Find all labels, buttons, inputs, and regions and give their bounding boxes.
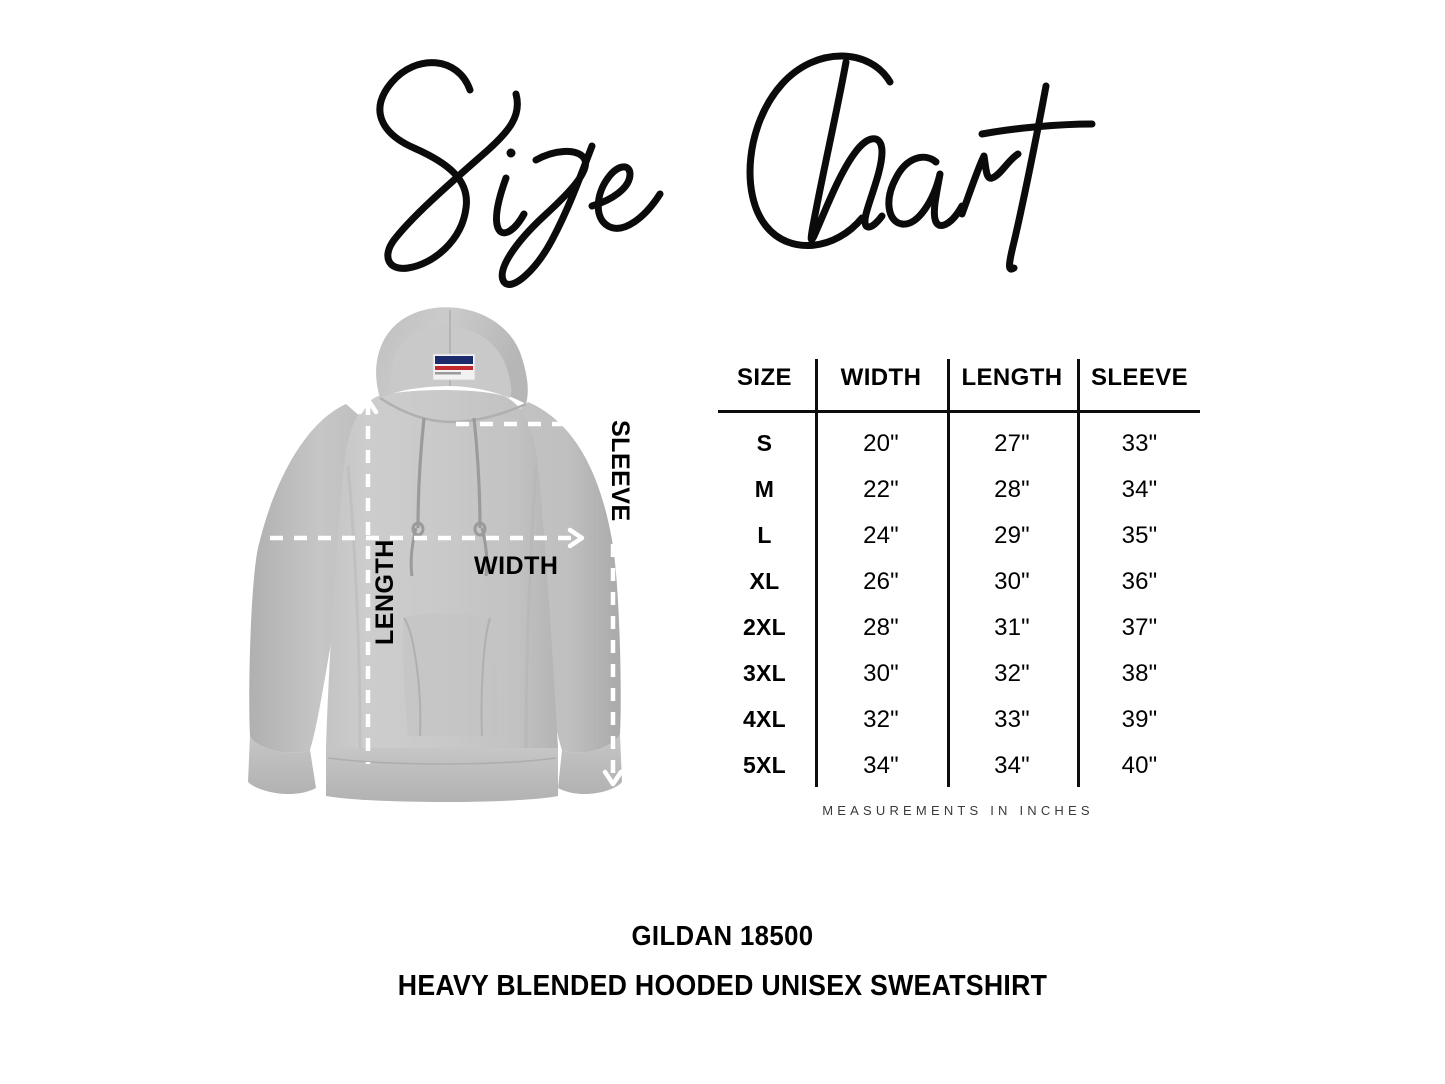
- row-length: 30": [994, 568, 1030, 595]
- row-length: 27": [994, 430, 1030, 457]
- row-length: 32": [994, 660, 1030, 687]
- table-divider-1: [815, 359, 818, 787]
- row-size: 5XL: [742, 752, 787, 778]
- product-code: GILDAN 18500: [631, 920, 814, 951]
- bottom-hem: [326, 748, 558, 802]
- row-length: 29": [994, 522, 1030, 549]
- row-width: 32": [863, 706, 899, 733]
- row-width: 34": [863, 752, 899, 779]
- width-measure-label: WIDTH: [474, 552, 559, 580]
- row-width: 30": [863, 660, 899, 687]
- product-info: GILDAN 18500 HEAVY BLENDED HOODED UNISEX…: [0, 920, 1445, 1003]
- row-width: 22": [863, 476, 899, 503]
- row-width: 26": [863, 568, 899, 595]
- table-row: 5XL 34" 34" 40": [714, 752, 1202, 780]
- table-row: L 24" 29" 35": [714, 522, 1202, 550]
- page-title: Size Chart: [330, 28, 1120, 293]
- row-size: S: [756, 430, 773, 456]
- size-table: SIZE WIDTH LENGTH SLEEVE S 20" 27" 33" M…: [714, 356, 1202, 790]
- cuff-left: [248, 736, 316, 795]
- sleeve-arrow-down: [602, 769, 624, 787]
- hoodie-body: [326, 390, 558, 748]
- row-width: 28": [863, 614, 899, 641]
- table-divider-2: [947, 359, 950, 787]
- cuff-right: [558, 734, 622, 795]
- row-length: 33": [994, 706, 1030, 733]
- table-divider-3: [1077, 359, 1080, 787]
- table-header-rule: [718, 410, 1200, 413]
- row-length: 31": [994, 614, 1030, 641]
- header-size: SIZE: [737, 364, 792, 391]
- drawstring-left: [416, 417, 426, 529]
- table-grid: SIZE WIDTH LENGTH SLEEVE S 20" 27" 33" M…: [714, 356, 1202, 790]
- row-length: 28": [994, 476, 1030, 503]
- header-width: WIDTH: [840, 364, 922, 391]
- row-size: 4XL: [742, 706, 787, 732]
- drawstring-right: [472, 417, 482, 529]
- row-size: XL: [749, 568, 780, 594]
- neckline: [379, 396, 527, 424]
- hoodie-illustration: [228, 296, 668, 826]
- row-sleeve: 40": [1121, 752, 1158, 779]
- row-sleeve: 38": [1121, 660, 1158, 687]
- row-size: L: [757, 522, 772, 548]
- table-header-row: SIZE WIDTH LENGTH SLEEVE: [714, 364, 1202, 392]
- row-sleeve: 39": [1121, 706, 1158, 733]
- measurement-units-note: MEASUREMENTS IN INCHES: [822, 803, 1094, 818]
- table-row: XL 26" 30" 36": [714, 568, 1202, 596]
- length-arrow-up: [357, 397, 379, 415]
- table-row: 3XL 30" 32" 38": [714, 660, 1202, 688]
- row-size: 3XL: [742, 660, 787, 686]
- length-measure-label: LENGTH: [371, 539, 399, 645]
- row-sleeve: 33": [1121, 430, 1158, 457]
- table-row: 2XL 28" 31" 37": [714, 614, 1202, 642]
- table-row: S 20" 27" 33": [714, 430, 1202, 458]
- row-sleeve: 36": [1121, 568, 1158, 595]
- brand-neck-label: [432, 353, 476, 381]
- row-size: M: [754, 476, 775, 502]
- width-arrow-right: [567, 527, 585, 549]
- row-length: 34": [994, 752, 1030, 779]
- row-width: 24": [863, 522, 899, 549]
- header-sleeve: SLEEVE: [1090, 364, 1189, 391]
- kangaroo-pocket: [403, 613, 499, 736]
- table-row: 4XL 32" 33" 39": [714, 706, 1202, 734]
- header-length: LENGTH: [961, 364, 1063, 391]
- row-sleeve: 37": [1121, 614, 1158, 641]
- product-name: HEAVY BLENDED HOODED UNISEX SWEATSHIRT: [397, 970, 1048, 1002]
- table-row: M 22" 28" 34": [714, 476, 1202, 504]
- row-size: 2XL: [742, 614, 787, 640]
- row-sleeve: 34": [1121, 476, 1158, 503]
- sleeve-measure-label: SLEEVE: [606, 420, 634, 522]
- row-width: 20": [863, 430, 899, 457]
- row-sleeve: 35": [1121, 522, 1158, 549]
